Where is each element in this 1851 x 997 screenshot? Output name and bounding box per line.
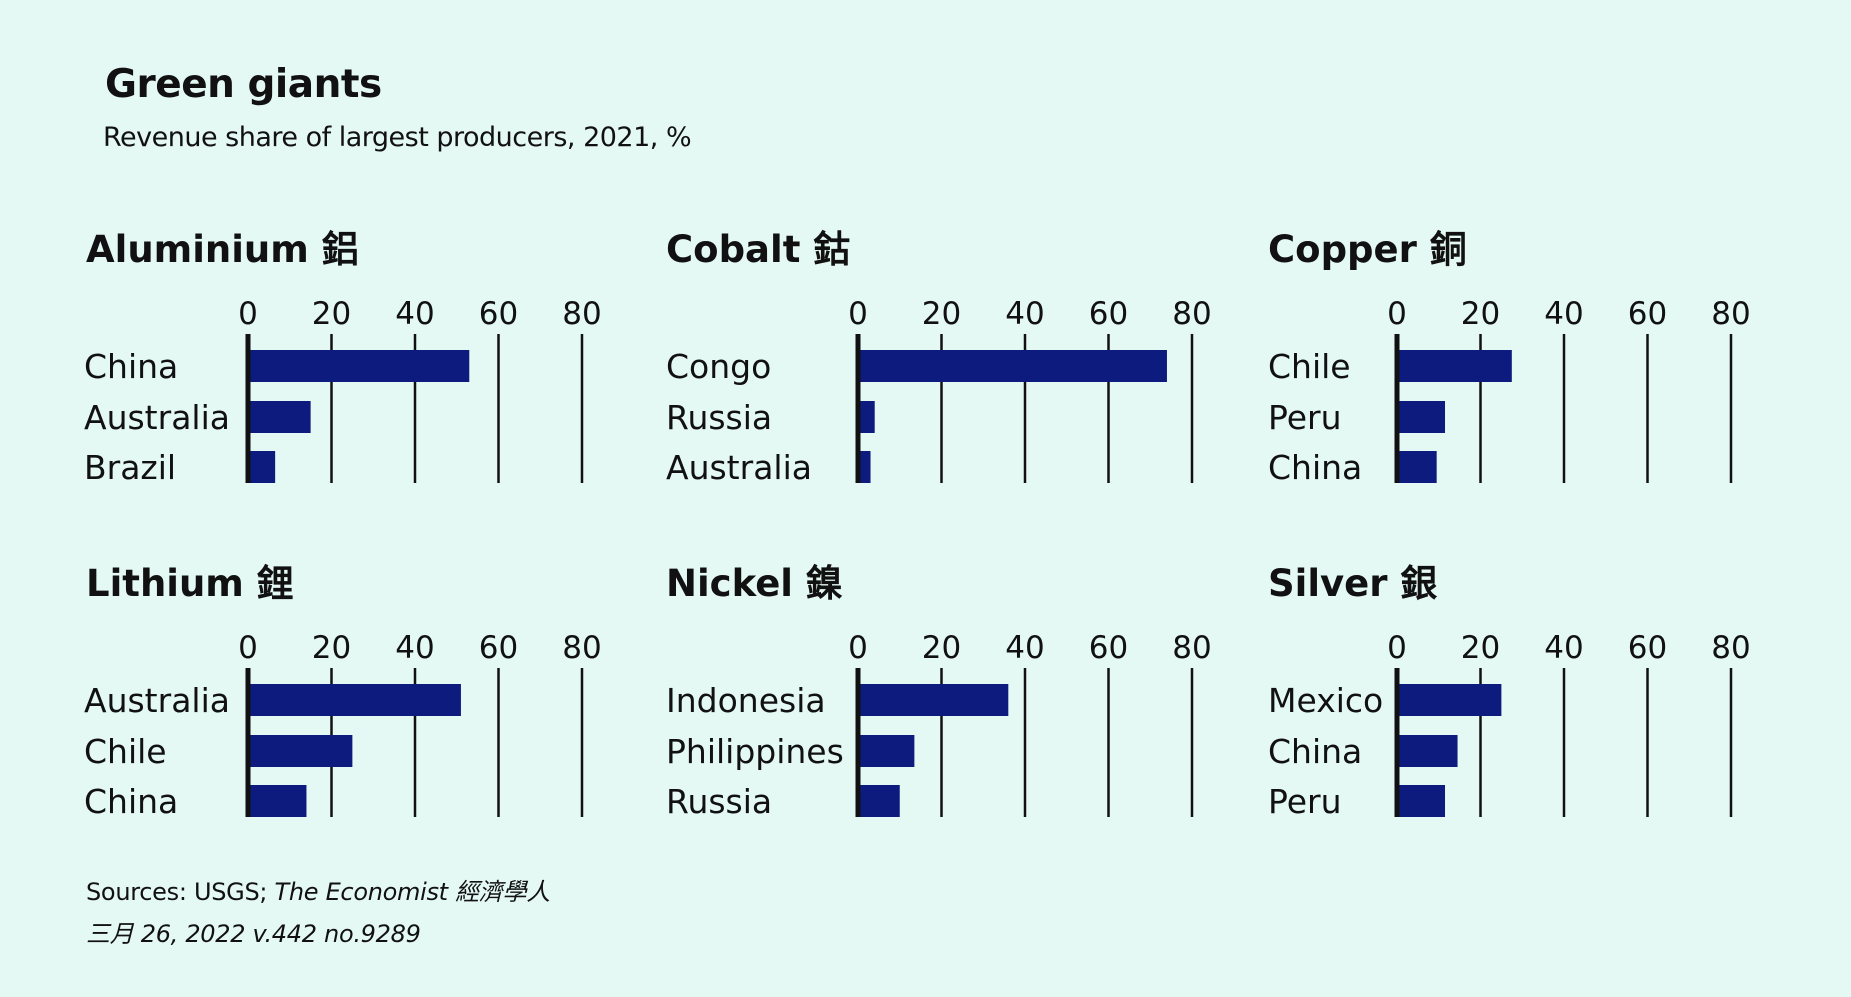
page-title: Green giants — [105, 62, 382, 107]
tick-label-20: 20 — [1461, 630, 1500, 666]
bar-peru — [1397, 785, 1446, 817]
tick-label-60: 60 — [479, 296, 518, 332]
sources-publication: The Economist 經濟學人 — [274, 878, 551, 906]
bar-australia — [858, 451, 871, 483]
bar-china — [1397, 735, 1458, 767]
bar-australia — [248, 684, 461, 716]
category-label-philippines: Philippines — [666, 732, 844, 771]
category-label-brazil: Brazil — [84, 448, 176, 487]
category-label-australia: Australia — [666, 448, 812, 487]
bar-philippines — [858, 735, 915, 767]
category-label-indonesia: Indonesia — [666, 681, 826, 720]
category-label-australia: Australia — [84, 398, 230, 437]
sources-note: Sources: USGS; The Economist 經濟學人 — [86, 872, 550, 907]
category-label-chile: Chile — [84, 732, 167, 771]
tick-label-80: 80 — [562, 630, 601, 666]
tick-label-80: 80 — [1711, 296, 1750, 332]
tick-label-0: 0 — [1387, 630, 1407, 666]
issue-footnote: 三月 26, 2022 v.442 no.9289 — [86, 920, 421, 948]
bar-china — [1397, 451, 1437, 483]
tick-label-40: 40 — [395, 296, 434, 332]
panel-cobalt: Cobalt 鈷 0 20 40 60 80 Congo Russia Australia — [666, 228, 1212, 487]
panel-title: Aluminium 鋁 — [86, 228, 359, 271]
bar-australia — [248, 401, 311, 433]
panel-aluminium: Aluminium 鋁 0 20 40 60 80 China Australia Brazil — [84, 228, 602, 487]
category-label-china: China — [1268, 732, 1362, 771]
panel-title: Silver 銀 — [1268, 562, 1437, 605]
tick-label-0: 0 — [848, 630, 868, 666]
panel-nickel: Nickel 鎳0 20 40 60 80 Indonesia Philippines Rus… — [666, 562, 1212, 821]
panel-lithium: Lithium 鋰 0 20 40 60 80 Australia Chile China — [84, 562, 602, 821]
tick-label-60: 60 — [1089, 630, 1128, 666]
bar-russia — [858, 401, 875, 433]
tick-label-60: 60 — [1628, 296, 1667, 332]
category-label-china: China — [1268, 448, 1362, 487]
tick-label-20: 20 — [312, 630, 351, 666]
tick-label-80: 80 — [1172, 630, 1211, 666]
tick-label-40: 40 — [1005, 296, 1044, 332]
tick-label-80: 80 — [1172, 296, 1211, 332]
tick-label-20: 20 — [922, 296, 961, 332]
bar-chile — [248, 735, 353, 767]
tick-label-20: 20 — [1461, 296, 1500, 332]
tick-label-0: 0 — [1387, 296, 1407, 332]
tick-label-0: 0 — [238, 630, 258, 666]
category-label-china: China — [84, 347, 178, 386]
category-label-australia: Australia — [84, 681, 230, 720]
tick-label-60: 60 — [1628, 630, 1667, 666]
category-label-congo: Congo — [666, 347, 771, 386]
bar-russia — [858, 785, 900, 817]
category-label-peru: Peru — [1268, 398, 1342, 437]
bar-china — [248, 350, 470, 382]
panel-title: Lithium 鋰 — [86, 562, 294, 605]
category-label-mexico: Mexico — [1268, 681, 1383, 720]
tick-label-80: 80 — [1711, 630, 1750, 666]
tick-label-20: 20 — [922, 630, 961, 666]
panel-copper: Copper 銅 0 20 40 60 80 Chile Peru China — [1268, 228, 1751, 487]
tick-label-40: 40 — [1005, 630, 1044, 666]
panel-title: Nickel 鎳 — [666, 562, 843, 605]
tick-label-80: 80 — [562, 296, 601, 332]
tick-label-60: 60 — [1089, 296, 1128, 332]
bar-peru — [1397, 401, 1446, 433]
panel-title: Cobalt 鈷 — [666, 228, 850, 271]
category-label-russia: Russia — [666, 398, 772, 437]
tick-label-40: 40 — [1544, 296, 1583, 332]
tick-label-0: 0 — [848, 296, 868, 332]
tick-label-20: 20 — [312, 296, 351, 332]
bar-mexico — [1397, 684, 1502, 716]
bar-indonesia — [858, 684, 1009, 716]
bar-brazil — [248, 451, 276, 483]
tick-label-40: 40 — [395, 630, 434, 666]
tick-label-40: 40 — [1544, 630, 1583, 666]
category-label-russia: Russia — [666, 782, 772, 821]
bar-chile — [1397, 350, 1512, 382]
bar-china — [248, 785, 307, 817]
category-label-china: China — [84, 782, 178, 821]
bar-congo — [858, 350, 1167, 382]
tick-label-60: 60 — [479, 630, 518, 666]
sources-prefix: Sources: USGS; — [86, 878, 275, 906]
category-label-peru: Peru — [1268, 782, 1342, 821]
tick-label-0: 0 — [238, 296, 258, 332]
page-subtitle: Revenue share of largest producers, 2021… — [103, 122, 692, 153]
category-label-chile: Chile — [1268, 347, 1351, 386]
panel-title: Copper 銅 — [1268, 228, 1467, 271]
panel-silver: Silver 銀 0 20 40 60 80 Mexico China Peru — [1268, 562, 1751, 821]
